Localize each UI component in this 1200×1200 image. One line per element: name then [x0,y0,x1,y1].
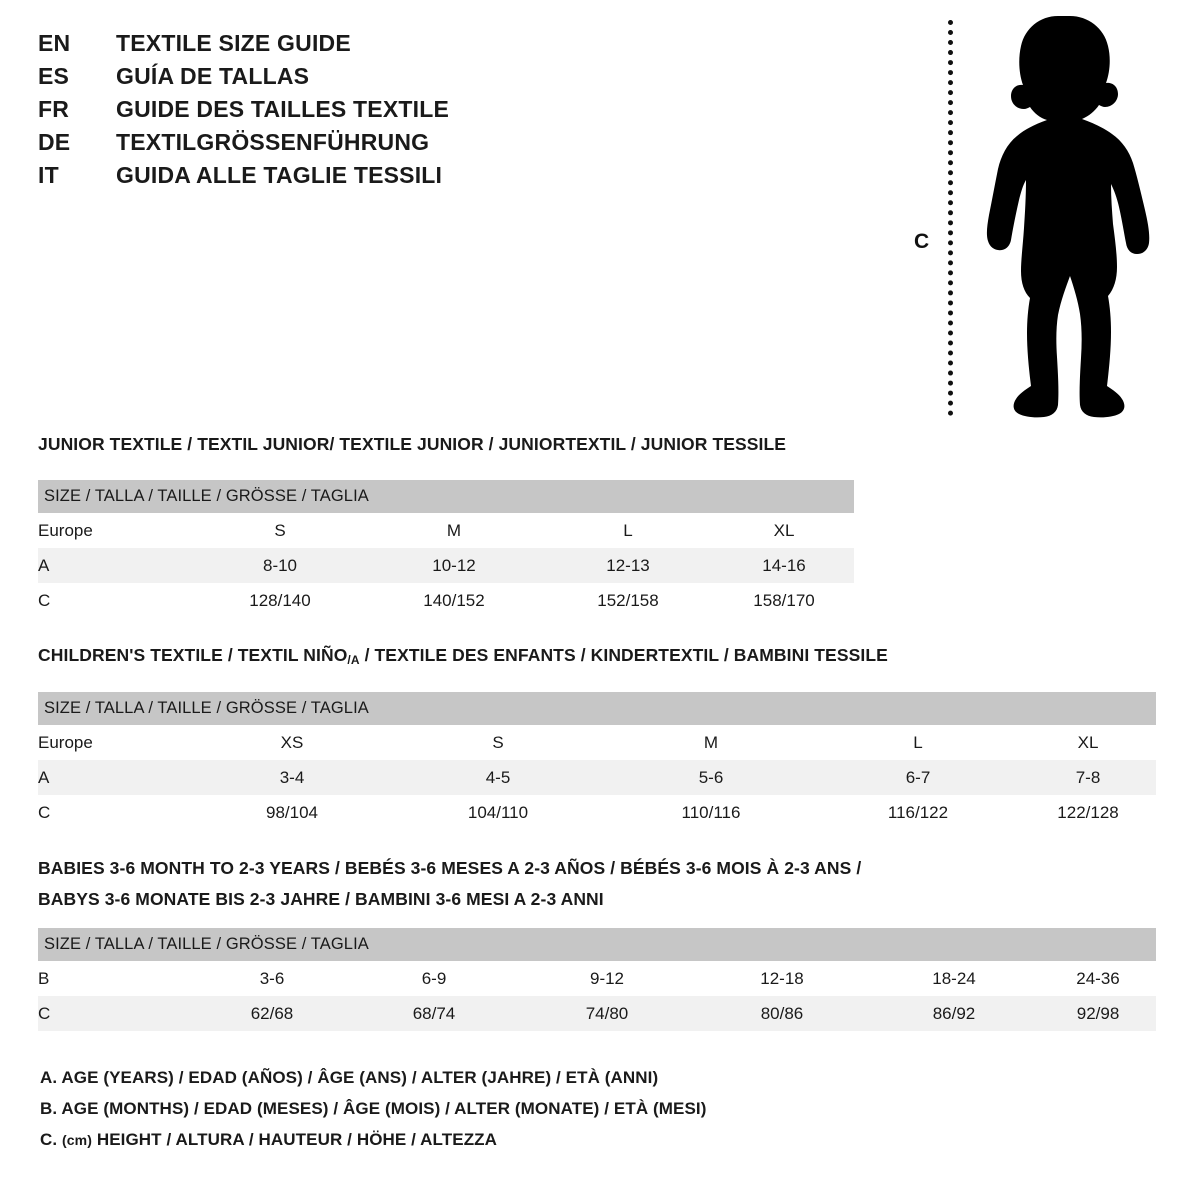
legend-c-rest: HEIGHT / ALTURA / HAUTEUR / HÖHE / ALTEZ… [96,1130,498,1149]
table-cell: S [390,725,606,760]
table-cell: 104/110 [390,795,606,830]
language-title: GUIDA ALLE TAGLIE TESSILI [116,162,443,188]
language-code: FR [38,96,70,122]
children-heading-prefix: CHILDREN'S TEXTILE / TEXTIL NIÑO [38,645,348,665]
table-cell: 4-5 [390,760,606,795]
table-row: A 8-10 10-12 12-13 14-16 [38,548,855,583]
table-cell: 3-4 [194,760,390,795]
table-row: B 3-6 6-9 9-12 12-18 18-24 24-36 [38,961,1157,996]
table-band-row: SIZE / TALLA / TAILLE / GRÖSSE / TAGLIA [38,692,1157,725]
section-heading-babies: BABIES 3-6 MONTH TO 2-3 YEARS / BEBÉS 3-… [38,858,861,910]
table-cell: 14-16 [714,548,855,583]
table-row: C 62/68 68/74 74/80 80/86 86/92 92/98 [38,996,1157,1031]
language-code: IT [38,162,59,188]
table-cell: 128/140 [194,583,366,618]
legend-c-unit: (cm) [62,1132,92,1148]
legend-block: A. AGE (YEARS) / EDAD (AÑOS) / ÂGE (ANS)… [40,1068,940,1161]
table-band-row: SIZE / TALLA / TAILLE / GRÖSSE / TAGLIA [38,480,855,513]
row-label: C [38,996,194,1031]
child-silhouette-icon [986,16,1150,418]
row-label: C [38,583,194,618]
junior-size-table: SIZE / TALLA / TAILLE / GRÖSSE / TAGLIA … [38,480,855,618]
row-label: C [38,795,194,830]
height-measurement-figure: C [900,12,1180,422]
table-cell: 5-6 [606,760,816,795]
legend-line-b: B. AGE (MONTHS) / EDAD (MESES) / ÂGE (MO… [40,1099,707,1118]
babies-heading-line2: BABYS 3-6 MONATE BIS 2-3 JAHRE / BAMBINI… [38,889,604,909]
table-cell: XS [194,725,390,760]
language-row: EN TEXTILE SIZE GUIDE [38,30,638,63]
table-row: Europe S M L XL [38,513,855,548]
table-cell: 12-18 [696,961,868,996]
table-cell: 68/74 [350,996,518,1031]
table-cell: 3-6 [194,961,350,996]
table-cell: 8-10 [194,548,366,583]
language-code: ES [38,63,70,89]
table-cell: 116/122 [816,795,1020,830]
children-heading-sub: /A [347,653,360,667]
language-title: TEXTILE SIZE GUIDE [116,30,351,56]
babies-heading-line1: BABIES 3-6 MONTH TO 2-3 YEARS / BEBÉS 3-… [38,858,862,878]
table-cell: L [816,725,1020,760]
table-row: C 98/104 104/110 110/116 116/122 122/128 [38,795,1157,830]
table-cell: 6-9 [350,961,518,996]
table-cell: XL [714,513,855,548]
legend-line-c: C. (cm) HEIGHT / ALTURA / HAUTEUR / HÖHE… [40,1130,940,1161]
table-cell: S [194,513,366,548]
section-heading-junior: JUNIOR TEXTILE / TEXTIL JUNIOR/ TEXTILE … [38,434,787,454]
table-cell: 62/68 [194,996,350,1031]
language-code: DE [38,129,71,155]
language-code: EN [38,30,71,56]
table-row: A 3-4 4-5 5-6 6-7 7-8 [38,760,1157,795]
legend-line-a: A. AGE (YEARS) / EDAD (AÑOS) / ÂGE (ANS)… [40,1068,659,1087]
table-cell: 98/104 [194,795,390,830]
table-band-row: SIZE / TALLA / TAILLE / GRÖSSE / TAGLIA [38,928,1157,961]
legend-c-prefix: C. [40,1130,58,1149]
table-cell: 92/98 [1040,996,1157,1031]
table-cell: 12-13 [542,548,714,583]
table-cell: XL [1020,725,1157,760]
table-cell: 24-36 [1040,961,1157,996]
row-label: A [38,548,194,583]
babies-band-label: SIZE / TALLA / TAILLE / GRÖSSE / TAGLIA [38,928,1157,961]
language-row: DE TEXTILGRÖSSENFÜHRUNG [38,129,638,162]
row-label: Europe [38,725,194,760]
row-label: Europe [38,513,194,548]
language-row: IT GUIDA ALLE TAGLIE TESSILI [38,162,638,195]
language-row: ES GUÍA DE TALLAS [38,63,638,96]
height-dashed-line [948,20,953,416]
table-cell: 122/128 [1020,795,1157,830]
table-cell: 110/116 [606,795,816,830]
babies-size-table: SIZE / TALLA / TAILLE / GRÖSSE / TAGLIA … [38,928,1157,1031]
section-heading-children: CHILDREN'S TEXTILE / TEXTIL NIÑO/A / TEX… [38,645,888,667]
table-cell: 7-8 [1020,760,1157,795]
language-title: GUIDE DES TAILLES TEXTILE [116,96,449,122]
table-cell: 158/170 [714,583,855,618]
table-cell: 80/86 [696,996,868,1031]
table-cell: 74/80 [518,996,696,1031]
table-cell: 140/152 [366,583,542,618]
table-cell: M [366,513,542,548]
language-title: TEXTILGRÖSSENFÜHRUNG [116,129,430,155]
language-row: FR GUIDE DES TAILLES TEXTILE [38,96,638,129]
row-label: B [38,961,194,996]
junior-band-label: SIZE / TALLA / TAILLE / GRÖSSE / TAGLIA [38,480,855,513]
table-cell: 18-24 [868,961,1040,996]
children-band-label: SIZE / TALLA / TAILLE / GRÖSSE / TAGLIA [38,692,1157,725]
table-cell: M [606,725,816,760]
table-cell: 10-12 [366,548,542,583]
table-cell: 152/158 [542,583,714,618]
table-cell: 6-7 [816,760,1020,795]
table-cell: 9-12 [518,961,696,996]
table-cell: L [542,513,714,548]
children-size-table: SIZE / TALLA / TAILLE / GRÖSSE / TAGLIA … [38,692,1157,830]
table-cell: 86/92 [868,996,1040,1031]
children-heading-suffix: / TEXTILE DES ENFANTS / KINDERTEXTIL / B… [359,645,888,665]
table-row: C 128/140 140/152 152/158 158/170 [38,583,855,618]
language-title-block: EN TEXTILE SIZE GUIDE ES GUÍA DE TALLAS … [38,30,638,195]
language-title: GUÍA DE TALLAS [116,63,310,89]
table-row: Europe XS S M L XL [38,725,1157,760]
height-measure-label: C [914,230,930,253]
row-label: A [38,760,194,795]
